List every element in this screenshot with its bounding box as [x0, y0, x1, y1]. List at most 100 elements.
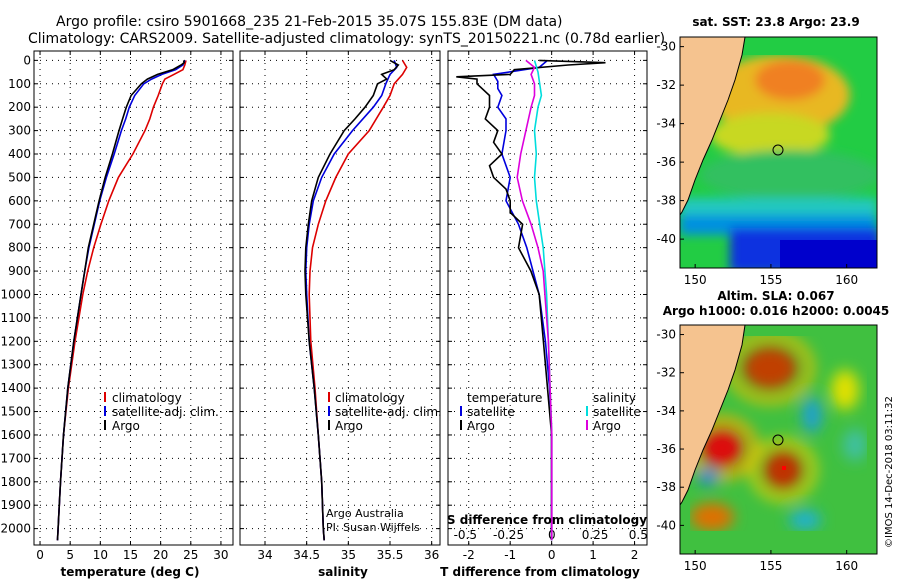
sla-map-subtitle: Argo h1000: 0.016 h2000: 0.0045 [663, 304, 890, 318]
x-tick-label: 0 [548, 548, 556, 562]
map-lon-label: 155 [759, 273, 782, 287]
x2-tick-label: -0.25 [493, 528, 524, 542]
sst-warm-core-inner [755, 60, 825, 100]
sst-yellow-band [710, 113, 830, 157]
depth-tick-label: 600 [8, 194, 31, 208]
temperature-xlabel: temperature (deg C) [61, 565, 200, 579]
sst-mid-green [700, 150, 877, 200]
sla-map-title: Altim. SLA: 0.067 [717, 289, 834, 303]
difference-panel: -2 -1 0 1 2-0.5 -0.25 0 0.25 0.5 [447, 50, 648, 562]
depth-tick-label: 400 [8, 147, 31, 161]
map-lon-label: 150 [684, 273, 707, 287]
legend-satellite-swatch [104, 406, 106, 416]
sst-coastline [680, 37, 746, 216]
s-difference-xlabel: S difference from climatology [447, 513, 647, 527]
depth-tick-label: 1400 [0, 381, 31, 395]
depth-tick-label: 300 [8, 124, 31, 138]
sla-coastline [680, 325, 746, 506]
x-tick-label: 34 [257, 548, 272, 562]
sla-argo-marker [772, 434, 784, 446]
x-tick-label: 36 [424, 548, 439, 562]
legend-salinity-title: salinity [593, 391, 636, 405]
legend-satellite-swatch [328, 406, 330, 416]
x-tick-label: 2 [631, 548, 639, 562]
sla-land [680, 325, 745, 505]
map-axes: 150 155 160 -30 -32 -34 -36 -38 -40 150 155 160 -30 -… [656, 40, 858, 573]
map-lat-label: -36 [656, 442, 676, 456]
annotation-argo-australia: Argo Australia [326, 507, 404, 520]
map-lat-label: -30 [656, 328, 676, 342]
map-lat-label: -32 [656, 366, 676, 380]
legend-argo-swatch [104, 420, 106, 430]
sst-map-title: sat. SST: 23.8 Argo: 23.9 [692, 15, 859, 29]
temperature-legend: climatology satellite-adj. clim. Argo [104, 391, 219, 433]
t-difference-xlabel: T difference from climatology [440, 565, 640, 579]
legend-climatology-swatch [328, 392, 330, 402]
x2-tick-label: 0.5 [629, 528, 648, 542]
depth-tick-label: 200 [8, 100, 31, 114]
imos-stamp: ©IMOS 14-Dec-2018 03:11:32 [884, 396, 895, 548]
map-lon-label: 160 [835, 559, 858, 573]
sst-argo-marker [772, 144, 784, 156]
depth-tick-label: 100 [8, 77, 31, 91]
depth-tick-label: 1100 [0, 311, 31, 325]
depth-tick-label: 1900 [0, 498, 31, 512]
x-tick-label: 10 [93, 548, 108, 562]
sla-cold-3 [698, 469, 718, 485]
legend-s-satellite-label: satellite [593, 405, 641, 419]
sla-argo-dot [782, 466, 786, 470]
series-t-argo [456, 59, 606, 541]
sst-map-frame [679, 36, 878, 269]
sst-cool-band [680, 198, 877, 216]
sla-eddy-sw [690, 503, 734, 531]
plot-frame [239, 50, 441, 546]
legend-t-satellite-label: satellite [467, 405, 515, 419]
map-lat-label: -38 [656, 194, 676, 208]
sla-map [679, 324, 878, 555]
legend-argo-label: Argo [112, 419, 140, 433]
x2-tick-label: -0.5 [454, 528, 477, 542]
x-tick-label: -1 [504, 548, 516, 562]
sla-map-frame [679, 324, 878, 555]
legend-s-argo-label: Argo [593, 419, 621, 433]
depth-tick-label: 1800 [0, 475, 31, 489]
sst-map [679, 36, 878, 269]
x-tick-label: 35.5 [377, 548, 404, 562]
legend-t-argo-label: Argo [467, 419, 495, 433]
legend-satellite-label: satellite-adj. clim. [112, 405, 219, 419]
depth-tick-label: 0 [23, 53, 31, 67]
legend-satellite-label: satellite-adj. clim. [335, 405, 442, 419]
x-tick-label: 5 [66, 548, 74, 562]
sst-far-south [780, 240, 877, 268]
depth-tick-label: 1200 [0, 334, 31, 348]
series-argo [56, 60, 186, 541]
x-tick-label: 1 [589, 548, 597, 562]
x-tick-label: -2 [463, 548, 475, 562]
map-lat-label: -40 [656, 232, 676, 246]
depth-tick-label: 500 [8, 170, 31, 184]
series-argo [304, 59, 400, 541]
x-tick-label: 30 [213, 548, 228, 562]
annotation-pi: PI: Susan Wijffels [326, 521, 420, 534]
salinity-legend: climatology satellite-adj. clim. Argo [328, 391, 442, 433]
depth-tick-label: 900 [8, 264, 31, 278]
depth-tick-label: 700 [8, 217, 31, 231]
legend-climatology-label: climatology [335, 391, 405, 405]
legend-t-satellite-swatch [460, 406, 462, 416]
salinity-xlabel: salinity [318, 565, 368, 579]
sla-cold-1 [802, 397, 822, 433]
map-lat-label: -36 [656, 155, 676, 169]
x-tick-label: 25 [183, 548, 198, 562]
x-tick-label: 34.5 [293, 548, 320, 562]
sla-eddy-w [700, 428, 744, 468]
depth-tick-label: 1000 [0, 287, 31, 301]
map-lat-label: -32 [656, 78, 676, 92]
figure-title-line2: Climatology: CARS2009. Satellite-adjuste… [28, 31, 665, 47]
depth-tick-label: 800 [8, 241, 31, 255]
sla-cold-4 [843, 429, 867, 461]
sla-eddy-ne [831, 370, 859, 410]
legend-s-satellite-swatch [586, 406, 588, 416]
sla-eddy-n [742, 346, 798, 390]
legend-s-argo-swatch [586, 420, 588, 430]
difference-legend: temperature satellite Argo salinity sate… [460, 391, 641, 433]
